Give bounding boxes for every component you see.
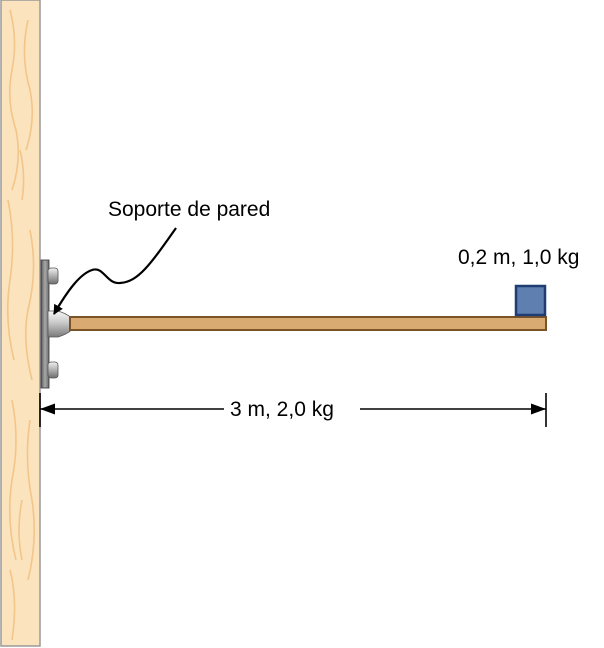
wood-grain — [6, 9, 36, 641]
beam-dimension — [39, 393, 547, 427]
bracket-label: Soporte de pared — [108, 198, 271, 221]
wall — [0, 0, 41, 647]
bracket-leader-line — [53, 227, 177, 315]
beam-dimension-label: 3 m, 2,0 kg — [226, 399, 338, 420]
block — [514, 284, 547, 317]
lower-bolt — [47, 361, 59, 379]
dimension-arrow-left — [40, 403, 55, 415]
block-label: 0,2 m, 1,0 kg — [458, 246, 580, 269]
dimension-arrow-right — [531, 403, 546, 415]
upper-bolt — [47, 267, 59, 285]
beam — [69, 316, 547, 331]
